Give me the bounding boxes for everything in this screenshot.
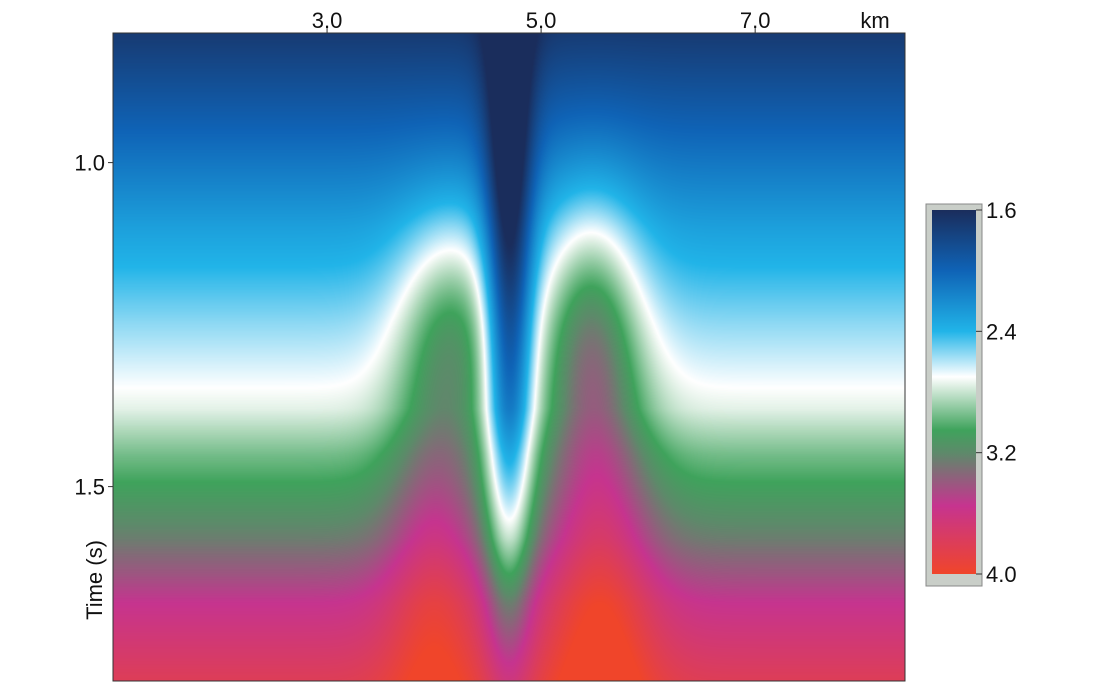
colorbar-tick-label: 3.2 [986, 441, 1017, 466]
y-axis-label: Time (s) [82, 540, 107, 620]
colorbar: 1.6 2.4 3.2 4.0 [925, 198, 1017, 587]
plot-frame [112, 32, 906, 682]
y-tick-label: 1.5 [74, 475, 105, 500]
colorbar-ticks: 1.6 2.4 3.2 4.0 [976, 198, 1017, 587]
y-axis-ticks: 1.0 1.5 [74, 151, 113, 500]
heatmap-canvas [113, 33, 905, 681]
x-tick-label: 3.0 [312, 8, 343, 33]
colorbar-tick-label: 2.4 [986, 319, 1017, 344]
x-axis-unit-label: km [860, 8, 889, 33]
x-tick-label: 5.0 [526, 8, 557, 33]
heatmap-plot-area [113, 33, 905, 681]
colorbar-tick-label: 1.6 [986, 198, 1017, 223]
colorbar-tick-label: 4.0 [986, 562, 1017, 587]
y-tick-label: 1.0 [74, 151, 105, 176]
colorbar-gradient [932, 210, 976, 574]
x-axis-ticks: 3.0 5.0 7.0 [312, 8, 771, 33]
x-tick-label: 7.0 [740, 8, 771, 33]
